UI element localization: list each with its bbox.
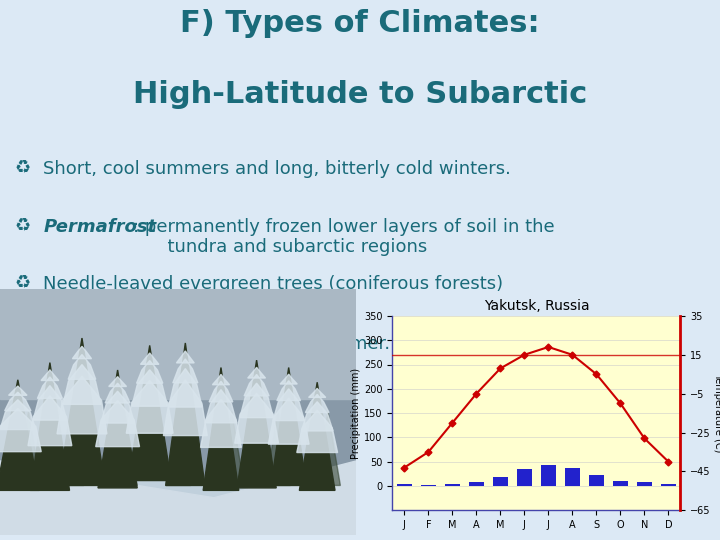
- Bar: [0, 481, 356, 535]
- Polygon shape: [68, 355, 96, 379]
- Text: Short, cool summers and long, bitterly cold winters.: Short, cool summers and long, bitterly c…: [43, 160, 511, 178]
- Polygon shape: [163, 380, 207, 436]
- Y-axis label: Precipitation (mm): Precipitation (mm): [351, 368, 361, 458]
- Polygon shape: [137, 361, 163, 383]
- Polygon shape: [16, 411, 41, 485]
- Text: Most precipitation falls in the summer.: Most precipitation falls in the summer.: [43, 335, 390, 353]
- Polygon shape: [315, 411, 341, 485]
- Polygon shape: [0, 461, 356, 535]
- Text: ♻: ♻: [14, 335, 30, 353]
- Polygon shape: [203, 368, 239, 490]
- Polygon shape: [30, 363, 70, 490]
- Polygon shape: [266, 411, 290, 485]
- Polygon shape: [0, 409, 41, 451]
- Polygon shape: [0, 400, 36, 429]
- Bar: [661, 484, 675, 486]
- Polygon shape: [277, 381, 300, 401]
- Polygon shape: [219, 411, 244, 485]
- Polygon shape: [73, 346, 91, 359]
- Polygon shape: [98, 370, 138, 488]
- Polygon shape: [112, 411, 138, 485]
- Bar: [421, 484, 436, 486]
- Polygon shape: [105, 383, 130, 403]
- Bar: [469, 482, 484, 486]
- Bar: [493, 477, 508, 486]
- Polygon shape: [235, 393, 279, 443]
- Polygon shape: [109, 376, 127, 387]
- Polygon shape: [176, 351, 194, 363]
- Polygon shape: [41, 370, 59, 381]
- Polygon shape: [309, 388, 325, 397]
- Text: ♻: ♻: [14, 218, 30, 235]
- Bar: [589, 475, 603, 486]
- Polygon shape: [28, 396, 72, 446]
- Polygon shape: [212, 374, 230, 384]
- Text: F) Types of Climates:: F) Types of Climates:: [180, 9, 540, 38]
- Polygon shape: [57, 376, 107, 434]
- Text: High-Latitude to Subarctic: High-Latitude to Subarctic: [133, 80, 587, 109]
- Text: Needle-leaved evergreen trees (coniferous forests): Needle-leaved evergreen trees (coniferou…: [43, 275, 503, 293]
- Polygon shape: [271, 368, 307, 485]
- Text: Permafrost: Permafrost: [43, 218, 156, 235]
- Polygon shape: [209, 381, 233, 402]
- Polygon shape: [166, 411, 191, 485]
- Polygon shape: [59, 411, 84, 485]
- Polygon shape: [302, 402, 333, 431]
- Polygon shape: [9, 386, 27, 395]
- Polygon shape: [173, 359, 198, 383]
- Bar: [541, 465, 556, 486]
- Polygon shape: [132, 370, 168, 406]
- Polygon shape: [280, 374, 297, 384]
- Bar: [445, 484, 459, 486]
- Polygon shape: [5, 392, 31, 411]
- Title: Yakutsk, Russia: Yakutsk, Russia: [484, 299, 589, 313]
- Polygon shape: [273, 389, 305, 421]
- Text: ♻: ♻: [14, 160, 30, 178]
- Polygon shape: [63, 364, 101, 404]
- Bar: [0, 289, 356, 400]
- Polygon shape: [0, 380, 39, 490]
- Polygon shape: [240, 383, 274, 417]
- Polygon shape: [300, 382, 335, 490]
- Polygon shape: [33, 386, 67, 420]
- Bar: [637, 482, 652, 486]
- Polygon shape: [168, 369, 202, 407]
- Polygon shape: [96, 401, 140, 447]
- Polygon shape: [244, 374, 269, 396]
- Bar: [397, 484, 412, 486]
- Polygon shape: [248, 367, 266, 378]
- Polygon shape: [37, 377, 63, 399]
- Polygon shape: [237, 360, 276, 488]
- Polygon shape: [201, 400, 241, 447]
- Bar: [517, 469, 531, 486]
- Polygon shape: [140, 353, 159, 365]
- Bar: [613, 481, 628, 486]
- Polygon shape: [269, 398, 309, 444]
- Polygon shape: [126, 381, 173, 433]
- Text: ♻: ♻: [14, 275, 30, 293]
- Text: : permanently frozen lower layers of soil in the
      tundra and subarctic regi: : permanently frozen lower layers of soi…: [133, 218, 555, 256]
- Polygon shape: [305, 394, 329, 413]
- Polygon shape: [128, 346, 171, 481]
- Bar: [565, 468, 580, 486]
- Polygon shape: [297, 410, 338, 453]
- Polygon shape: [59, 338, 105, 485]
- Polygon shape: [166, 343, 205, 485]
- Y-axis label: Temperature (C): Temperature (C): [714, 374, 720, 453]
- Polygon shape: [205, 390, 237, 423]
- Polygon shape: [101, 391, 135, 423]
